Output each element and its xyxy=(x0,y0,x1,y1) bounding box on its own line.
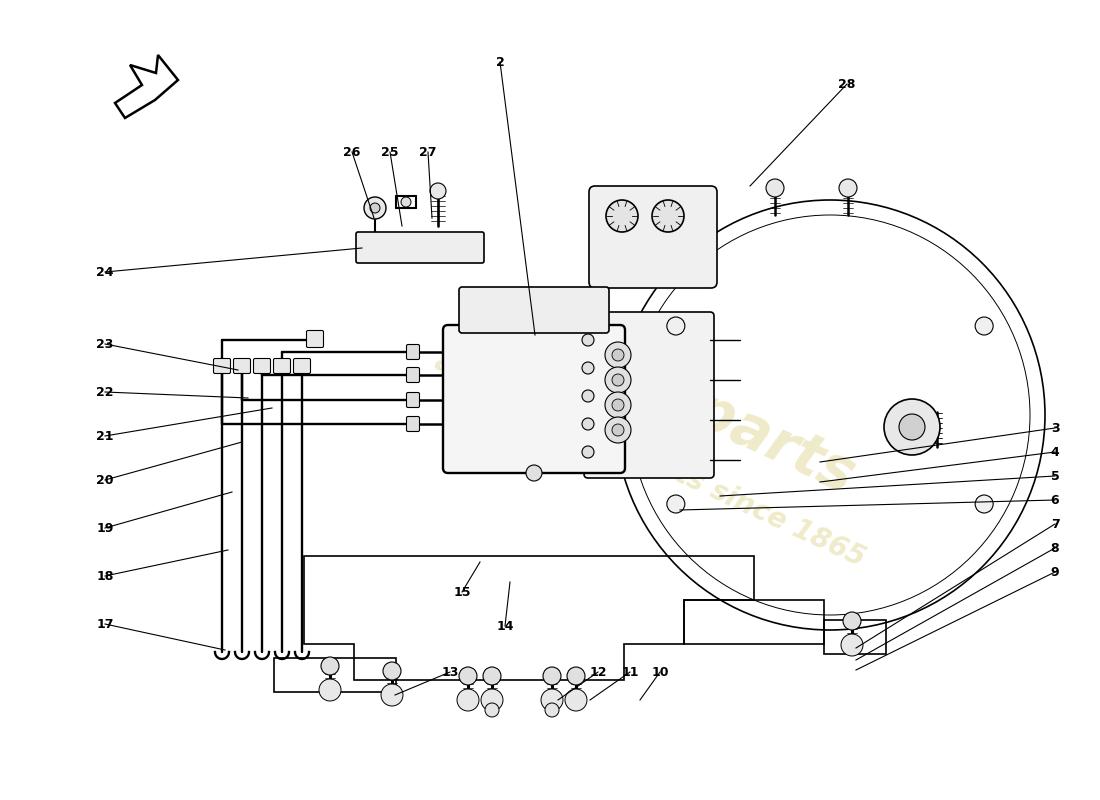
FancyBboxPatch shape xyxy=(233,358,251,374)
FancyBboxPatch shape xyxy=(253,358,271,374)
FancyBboxPatch shape xyxy=(407,393,419,407)
Circle shape xyxy=(381,684,403,706)
FancyBboxPatch shape xyxy=(584,312,714,478)
FancyBboxPatch shape xyxy=(588,186,717,288)
Circle shape xyxy=(456,689,478,711)
Text: 23: 23 xyxy=(97,338,113,350)
Text: 21: 21 xyxy=(97,430,113,442)
Circle shape xyxy=(319,679,341,701)
Circle shape xyxy=(526,465,542,481)
Text: 10: 10 xyxy=(651,666,669,678)
Circle shape xyxy=(582,418,594,430)
Circle shape xyxy=(582,390,594,402)
FancyBboxPatch shape xyxy=(407,417,419,431)
Circle shape xyxy=(612,424,624,436)
Circle shape xyxy=(884,399,940,455)
Text: 2: 2 xyxy=(496,55,505,69)
Circle shape xyxy=(612,399,624,411)
Circle shape xyxy=(582,362,594,374)
Circle shape xyxy=(612,374,624,386)
Circle shape xyxy=(543,667,561,685)
Circle shape xyxy=(605,392,631,418)
Circle shape xyxy=(582,334,594,346)
FancyBboxPatch shape xyxy=(294,358,310,374)
FancyBboxPatch shape xyxy=(443,325,625,473)
Text: 12: 12 xyxy=(590,666,607,678)
Circle shape xyxy=(605,367,631,393)
Circle shape xyxy=(402,197,411,207)
Circle shape xyxy=(766,179,784,197)
Text: 7: 7 xyxy=(1050,518,1059,530)
Circle shape xyxy=(976,317,993,335)
Text: 26: 26 xyxy=(343,146,361,158)
Text: 11: 11 xyxy=(621,666,639,678)
Circle shape xyxy=(370,203,379,213)
Circle shape xyxy=(459,667,477,685)
Circle shape xyxy=(976,495,993,513)
Text: 8: 8 xyxy=(1050,542,1059,554)
Circle shape xyxy=(565,689,587,711)
Text: 6: 6 xyxy=(1050,494,1059,506)
Text: 9: 9 xyxy=(1050,566,1059,578)
Text: 20: 20 xyxy=(97,474,113,486)
Circle shape xyxy=(605,417,631,443)
Text: 18: 18 xyxy=(97,570,113,582)
Circle shape xyxy=(667,495,685,513)
Text: 15: 15 xyxy=(453,586,471,598)
Circle shape xyxy=(383,662,402,680)
Text: 4: 4 xyxy=(1050,446,1059,458)
Circle shape xyxy=(430,183,446,199)
FancyBboxPatch shape xyxy=(407,345,419,359)
Circle shape xyxy=(667,317,685,335)
FancyBboxPatch shape xyxy=(356,232,484,263)
Circle shape xyxy=(612,349,624,361)
FancyBboxPatch shape xyxy=(274,358,290,374)
Circle shape xyxy=(606,200,638,232)
Circle shape xyxy=(321,657,339,675)
Circle shape xyxy=(485,703,499,717)
FancyBboxPatch shape xyxy=(307,330,323,347)
Circle shape xyxy=(582,446,594,458)
Text: 28: 28 xyxy=(838,78,856,90)
Text: 19: 19 xyxy=(97,522,113,534)
Circle shape xyxy=(605,342,631,368)
Circle shape xyxy=(481,689,503,711)
Text: eurocarparts: eurocarparts xyxy=(455,274,865,506)
Circle shape xyxy=(483,667,500,685)
Text: 27: 27 xyxy=(419,146,437,158)
Circle shape xyxy=(652,200,684,232)
Circle shape xyxy=(839,179,857,197)
Circle shape xyxy=(544,703,559,717)
Text: 25: 25 xyxy=(382,146,398,158)
Text: a passion for parts since 1865: a passion for parts since 1865 xyxy=(430,348,870,572)
Text: 22: 22 xyxy=(97,386,113,398)
Circle shape xyxy=(843,612,861,630)
Circle shape xyxy=(842,634,864,656)
Text: 17: 17 xyxy=(97,618,113,630)
FancyBboxPatch shape xyxy=(407,367,419,382)
Circle shape xyxy=(541,689,563,711)
Circle shape xyxy=(566,667,585,685)
FancyBboxPatch shape xyxy=(213,358,231,374)
FancyBboxPatch shape xyxy=(459,287,609,333)
Text: 3: 3 xyxy=(1050,422,1059,434)
Circle shape xyxy=(364,197,386,219)
Text: 5: 5 xyxy=(1050,470,1059,482)
Text: 24: 24 xyxy=(97,266,113,278)
Circle shape xyxy=(899,414,925,440)
Text: 14: 14 xyxy=(496,619,514,633)
Text: 13: 13 xyxy=(441,666,459,678)
